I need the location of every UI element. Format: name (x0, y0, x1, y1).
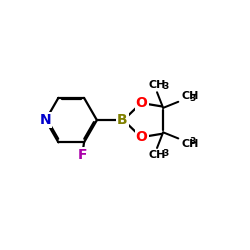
Text: 3: 3 (163, 149, 169, 158)
Text: B: B (117, 113, 128, 127)
Text: F: F (78, 148, 88, 162)
Text: N: N (40, 113, 51, 127)
Text: 3: 3 (163, 82, 169, 91)
Text: O: O (136, 130, 147, 144)
Text: CH: CH (182, 91, 199, 101)
Text: CH: CH (182, 139, 199, 149)
Text: O: O (136, 96, 147, 110)
Text: 3: 3 (189, 94, 196, 103)
Text: CH: CH (148, 150, 166, 160)
Text: 3: 3 (189, 138, 196, 146)
Text: CH: CH (148, 80, 166, 90)
